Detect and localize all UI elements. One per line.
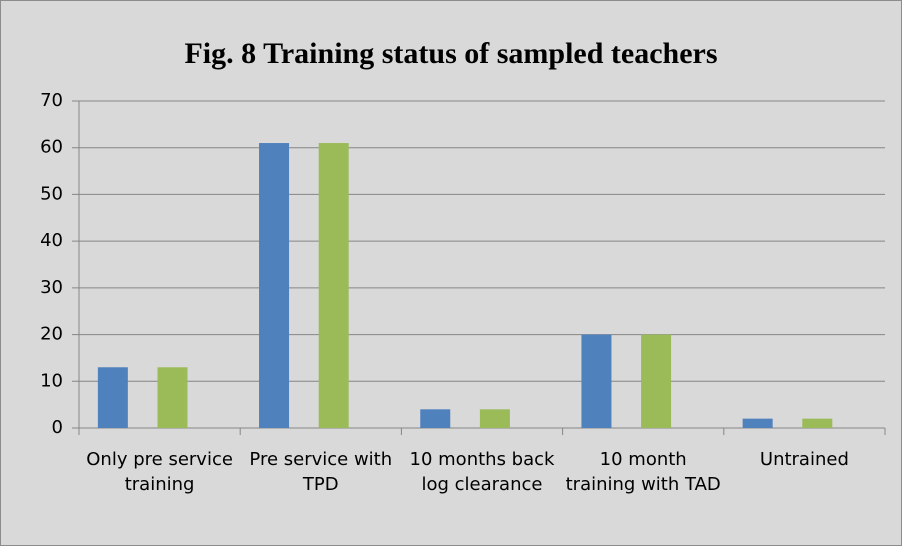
bar — [802, 418, 833, 428]
y-tick-label: 40 — [40, 230, 63, 251]
y-tick-label: 20 — [40, 324, 63, 345]
bar — [157, 367, 188, 428]
y-tick-label: 50 — [40, 183, 63, 204]
bar — [479, 409, 510, 428]
y-tick-label: 10 — [40, 370, 63, 391]
bar — [259, 143, 290, 429]
bar — [97, 367, 128, 428]
bar — [318, 143, 349, 429]
x-tick-label: 10 month training with TAD — [565, 449, 721, 495]
bar — [420, 409, 451, 428]
x-tick-label: Untrained — [759, 449, 849, 470]
x-tick-label: Only pre service training — [86, 449, 233, 495]
x-tick-label: Pre service with TPD — [249, 449, 393, 495]
y-tick-label: 0 — [52, 417, 63, 438]
chart-title: Fig. 8 Training status of sampled teache… — [184, 37, 718, 70]
y-tick-label: 30 — [40, 277, 63, 298]
bar — [641, 334, 672, 428]
y-tick-label: 70 — [40, 90, 63, 111]
bar — [742, 418, 773, 428]
bar — [581, 334, 612, 428]
y-tick-label: 60 — [40, 137, 63, 158]
x-tick-label: 10 months back log clearance — [409, 449, 555, 495]
